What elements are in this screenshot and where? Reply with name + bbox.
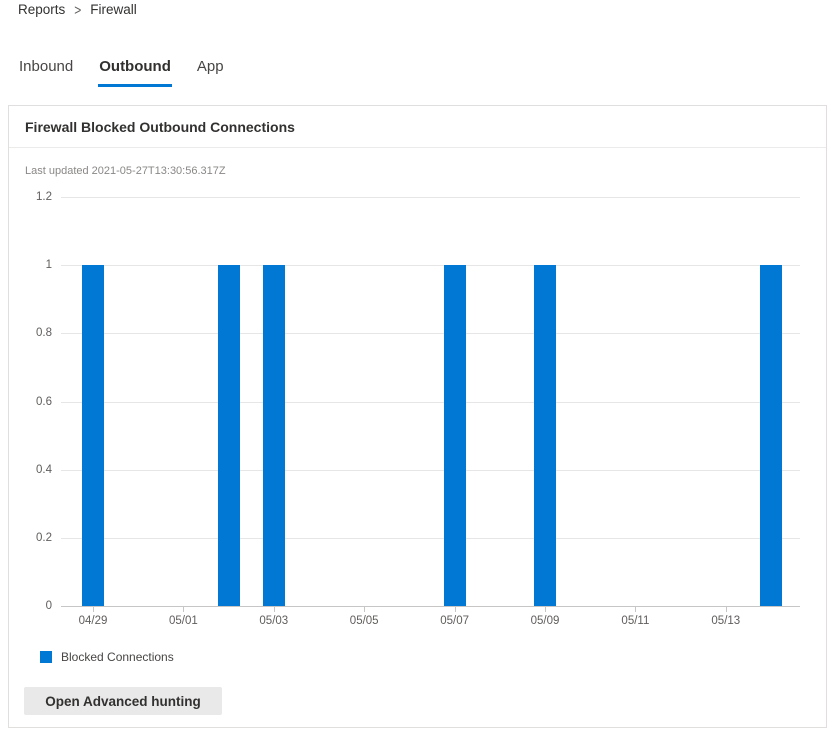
bar-chart: 0 0.2 0.4 0.6 0.8 1 1.2 04/29 05/01 05/03 05/05 05/… <box>9 106 826 727</box>
x-axis-tick <box>635 606 637 612</box>
x-tick-label: 05/13 <box>711 615 741 627</box>
x-axis-tick <box>364 606 366 612</box>
x-axis-tick <box>545 606 546 612</box>
bar-04/29[interactable] <box>82 265 104 606</box>
x-tick-label: 05/11 <box>621 615 650 627</box>
gridline <box>61 401 800 403</box>
legend-item-blocked-connections[interactable]: Blocked Connections <box>40 650 174 664</box>
bar-05/14[interactable] <box>760 265 782 606</box>
tab-outbound[interactable]: Outbound <box>98 58 172 87</box>
y-tick-label: 0.2 <box>36 531 52 544</box>
x-tick-label: 04/29 <box>78 615 108 627</box>
x-tick-label: 05/07 <box>440 615 469 627</box>
card-header: Firewall Blocked Outbound Connections <box>9 106 826 148</box>
bar-05/03[interactable] <box>262 265 285 606</box>
last-updated-text: Last updated 2021-05-27T13:30:56.317Z <box>25 165 226 177</box>
gridline <box>61 197 800 198</box>
firewall-report-card: Firewall Blocked Outbound Connections La… <box>8 105 827 728</box>
open-advanced-hunting-button[interactable]: Open Advanced hunting <box>24 687 222 715</box>
x-axis-tick <box>183 606 185 612</box>
breadcrumb: Reports > Firewall <box>18 0 137 19</box>
bar-05/09[interactable] <box>534 265 556 606</box>
chevron-right-icon: > <box>74 0 82 19</box>
report-tabs: Inbound Outbound App <box>18 58 225 87</box>
x-tick-label: 05/09 <box>530 615 560 627</box>
gridline <box>61 469 800 471</box>
x-tick-label: 05/01 <box>169 615 198 627</box>
x-axis-tick <box>93 606 94 612</box>
breadcrumb-firewall[interactable]: Firewall <box>90 2 137 17</box>
card-title: Firewall Blocked Outbound Connections <box>25 118 295 135</box>
x-axis-tick <box>725 606 727 612</box>
x-axis-tick <box>273 606 275 612</box>
x-axis-line <box>61 606 800 607</box>
x-tick-label: 05/03 <box>259 615 289 627</box>
y-tick-label: 0.8 <box>36 327 52 340</box>
y-tick-label: 0.6 <box>36 395 52 408</box>
y-tick-label: 0.4 <box>36 463 52 476</box>
y-tick-label: 1 <box>45 259 52 272</box>
gridline <box>61 537 800 539</box>
tab-inbound[interactable]: Inbound <box>18 58 74 87</box>
y-tick-label: 0 <box>45 600 52 612</box>
bar-05/02[interactable] <box>217 265 240 606</box>
tab-app[interactable]: App <box>196 58 225 87</box>
gridline <box>61 265 800 267</box>
legend-label: Blocked Connections <box>61 650 174 664</box>
x-tick-label: 05/05 <box>349 615 379 627</box>
gridline <box>61 333 800 335</box>
breadcrumb-reports[interactable]: Reports <box>18 2 66 17</box>
y-tick-label: 1.2 <box>36 191 52 203</box>
bar-05/07[interactable] <box>443 265 466 606</box>
legend-swatch <box>40 651 52 663</box>
x-axis-tick <box>454 606 456 612</box>
